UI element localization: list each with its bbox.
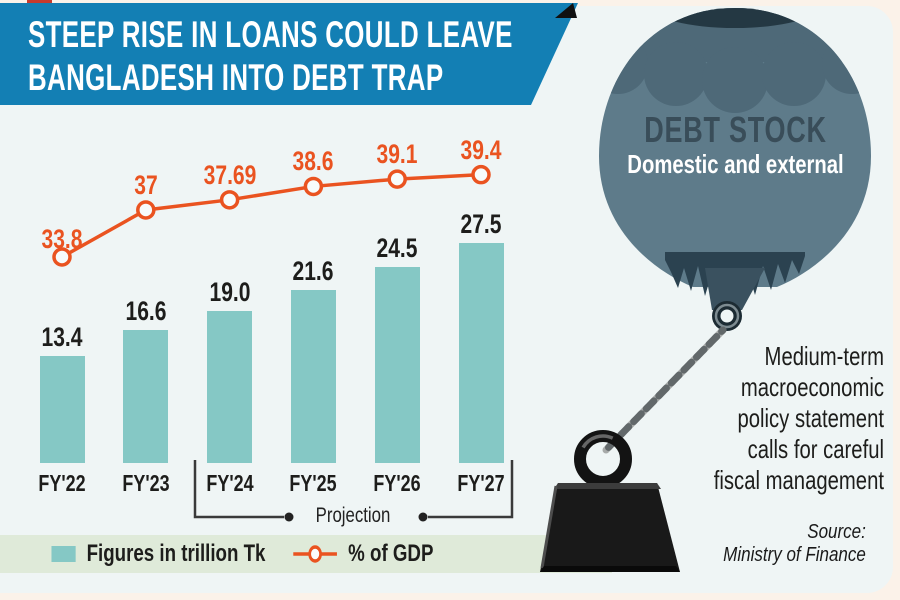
bar-value-label: 21.6 <box>292 256 334 287</box>
bars-layer: 13.4 FY'22 33.8 16.6 FY'23 37 19.0 FY'24 37.69 21… <box>38 134 505 496</box>
bar-value-label: 24.5 <box>376 233 418 263</box>
category-label: FY'27 <box>457 470 505 496</box>
category-label: FY'25 <box>289 470 337 496</box>
bar-FY'24 <box>207 311 253 463</box>
gdp-value-label: 39.4 <box>460 134 502 165</box>
balloon-title: DEBT STOCK <box>644 109 827 150</box>
legend: Figures in trillion Tk % of GDP <box>0 535 612 573</box>
bar-FY'23 <box>123 330 169 463</box>
gdp-value-label: 39.1 <box>376 139 418 170</box>
red-mark <box>27 0 52 4</box>
bar-value-label: 13.4 <box>41 321 83 352</box>
gdp-value-label: 37 <box>134 169 158 200</box>
annotation-text: Medium-term macroeconomic policy stateme… <box>713 341 884 495</box>
bar-FY'22 <box>39 355 85 463</box>
line-legend-label: % of GDP <box>348 540 434 567</box>
headline-line2: BANGLADESH INTO DEBT TRAP <box>28 57 444 98</box>
gdp-value-label: 33.8 <box>41 224 83 254</box>
source-label: Source: <box>807 521 866 543</box>
source-note: Source: Ministry of Finance <box>723 521 866 567</box>
bar-value-label: 16.6 <box>125 296 167 327</box>
legend-row: Figures in trillion Tk % of GDP <box>0 535 477 573</box>
category-label: FY'26 <box>373 470 421 496</box>
category-label: FY'23 <box>122 470 170 496</box>
debt-chart: 13.4 FY'22 33.8 16.6 FY'23 37 19.0 FY'24 37.69 21… <box>38 134 514 527</box>
projection-label: Projection <box>315 504 391 527</box>
bar-FY'26 <box>374 267 420 463</box>
bar-legend-label: Figures in trillion Tk <box>86 540 266 567</box>
category-label: FY'22 <box>38 470 86 496</box>
gdp-line-legend-marker-icon <box>293 545 338 563</box>
bar-legend-swatch <box>51 546 76 562</box>
gdp-value-label: 37.69 <box>203 159 256 190</box>
gdp-value-label: 38.6 <box>292 146 334 177</box>
bar-value-label: 19.0 <box>209 277 251 307</box>
source-value: Ministry of Finance <box>723 544 866 566</box>
category-label: FY'24 <box>206 470 254 496</box>
balloon-subtitle: Domestic and external <box>627 149 844 179</box>
bar-value-label: 27.5 <box>460 209 502 239</box>
header-banner: STEEP RISE IN LOANS COULD LEAVE BANGLADE… <box>0 3 578 105</box>
bar-FY'27 <box>458 243 504 463</box>
bar-FY'25 <box>290 290 336 463</box>
